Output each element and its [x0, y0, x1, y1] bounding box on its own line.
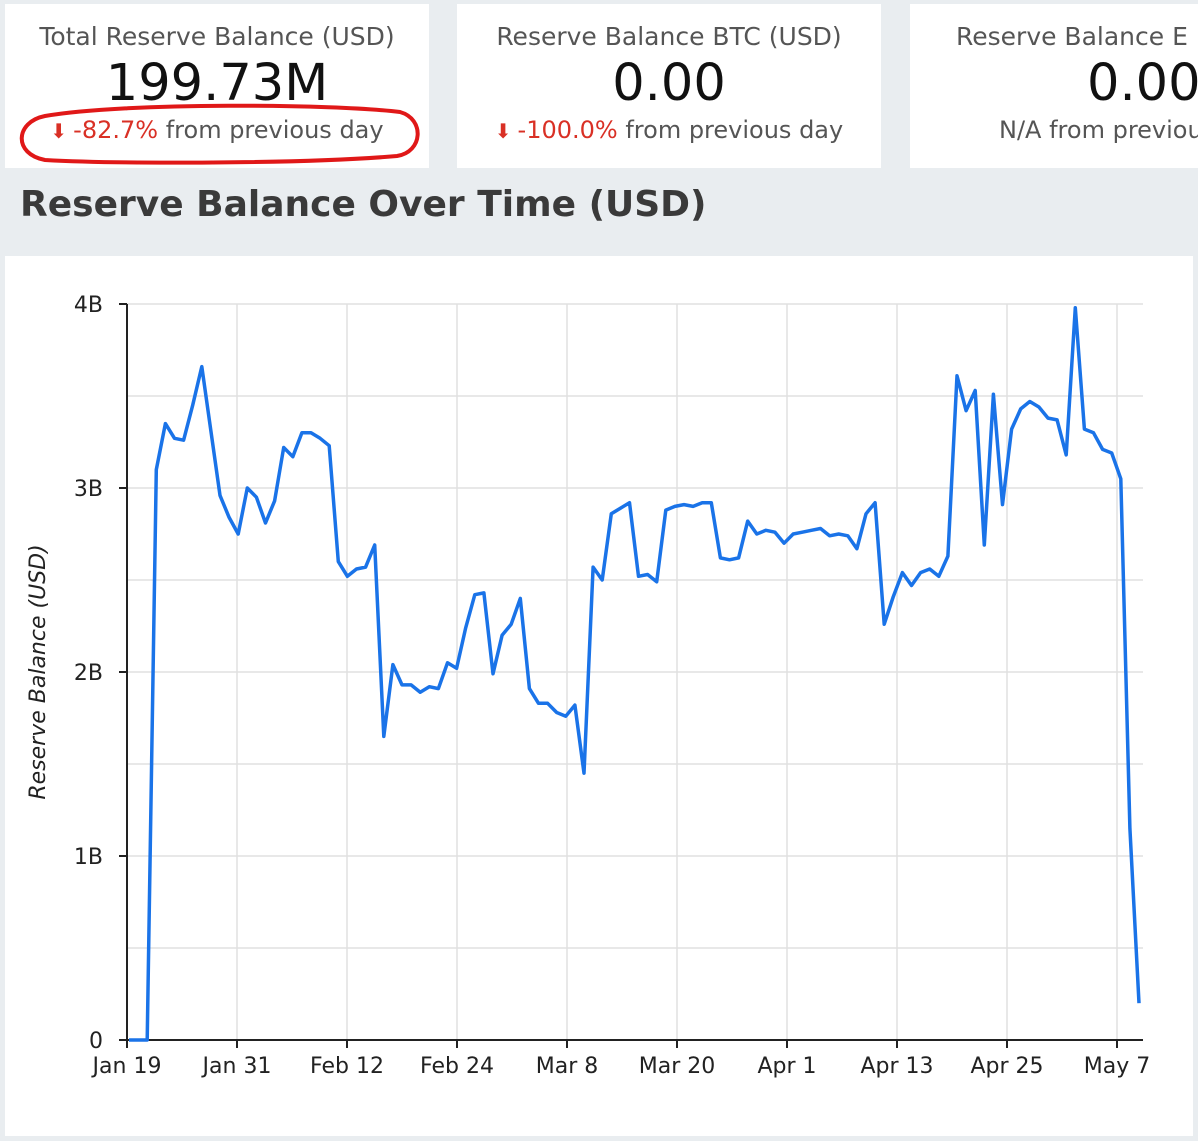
- delta-text: from previous day: [1049, 116, 1198, 144]
- line-chart: 0 1B 2B 3B 4B Jan 19 Jan 31 Feb 12 Feb 24 Mar 8 M…: [26, 293, 1150, 1079]
- x-tick-label: Feb 12: [310, 1054, 384, 1079]
- y-tick-label: 3B: [74, 477, 103, 502]
- x-tick-label: Jan 31: [201, 1054, 272, 1079]
- y-tick-label: 0: [89, 1029, 103, 1054]
- scorecard-value: 0.00: [1087, 54, 1198, 113]
- x-tick-label: Apr 1: [757, 1054, 816, 1079]
- x-tick-label: Mar 20: [639, 1054, 716, 1079]
- x-tick-label: Feb 24: [420, 1054, 494, 1079]
- y-tick-label: 1B: [74, 845, 103, 870]
- scorecard-title: Total Reserve Balance (USD): [39, 22, 395, 51]
- x-tick-label: May 7: [1084, 1054, 1150, 1079]
- scorecard-value: 199.73M: [105, 54, 329, 113]
- x-tick-label: Mar 8: [536, 1054, 599, 1079]
- down-arrow-icon: ⬇: [50, 119, 68, 143]
- x-tick-label: Apr 25: [970, 1054, 1043, 1079]
- series-line: [129, 305, 1141, 1042]
- line-chart-card: 0 1B 2B 3B 4B Jan 19 Jan 31 Feb 12 Feb 24 Mar 8 M…: [5, 256, 1193, 1136]
- delta-percent: -82.7%: [73, 116, 159, 144]
- down-arrow-icon: ⬇: [494, 119, 512, 143]
- scorecard-title: Reserve Balance BTC (USD): [496, 22, 842, 51]
- delta-text: from previous day: [165, 116, 384, 144]
- scorecard-value: 0.00: [612, 54, 726, 113]
- scorecard-btc-reserve: Reserve Balance BTC (USD) 0.00 ⬇ -100.0% …: [457, 4, 881, 168]
- scorecard-delta: N/A from previous day: [999, 116, 1198, 144]
- scorecard-eth-reserve: Reserve Balance E 0.00 N/A from previous…: [910, 4, 1198, 168]
- red-annotation-circle: [19, 103, 420, 165]
- y-tick-label: 4B: [74, 293, 103, 318]
- scorecard-title: Reserve Balance E: [956, 22, 1188, 51]
- x-tick-label: Apr 13: [860, 1054, 933, 1079]
- delta-percent: -100.0%: [517, 116, 618, 144]
- scorecard-delta: ⬇ -100.0% from previous day: [457, 116, 881, 144]
- y-tick-label: 2B: [74, 661, 103, 686]
- x-tick-label: Jan 19: [91, 1054, 162, 1079]
- delta-text: from previous day: [625, 116, 844, 144]
- y-axis-label: Reserve Balance (USD): [26, 544, 51, 799]
- scorecard-delta: ⬇ -82.7% from previous day: [5, 116, 429, 144]
- section-title: Reserve Balance Over Time (USD): [20, 184, 707, 225]
- scorecard-total-reserve: Total Reserve Balance (USD) 199.73M ⬇ -82…: [5, 4, 429, 168]
- delta-percent: N/A: [999, 116, 1042, 144]
